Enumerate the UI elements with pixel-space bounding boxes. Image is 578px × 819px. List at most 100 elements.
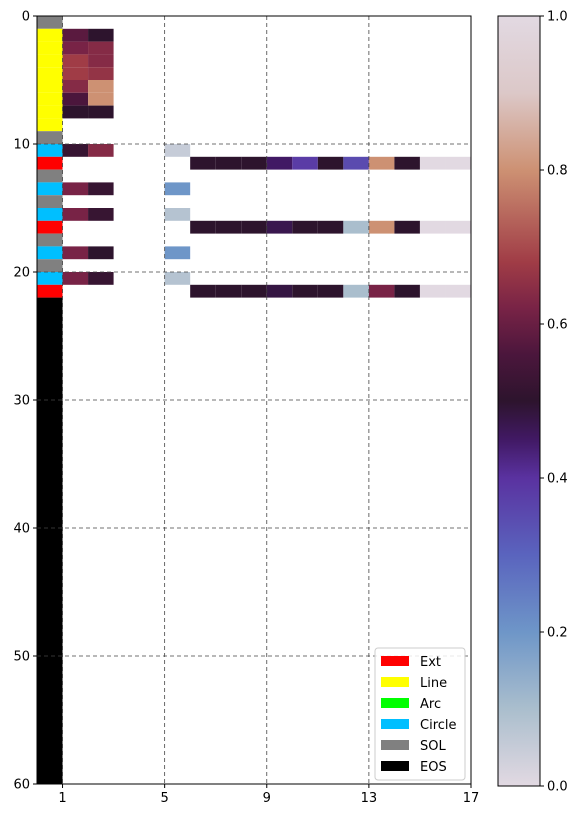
- heatmap-cell: [368, 284, 395, 298]
- row-type-cell: [37, 28, 63, 42]
- legend: Ext Line Arc Circle SOL EOS: [374, 647, 466, 781]
- heatmap-cell: [164, 246, 191, 260]
- heatmap-cell: [164, 144, 191, 157]
- legend-label: SOL: [420, 739, 446, 754]
- x-tick-label: 17: [463, 791, 480, 806]
- colorbar-tick-label: 0.0: [547, 780, 568, 795]
- heatmap-cell: [394, 220, 420, 234]
- row-type-cell: [37, 246, 63, 260]
- heatmap-cell: [62, 144, 89, 157]
- legend-swatch: [381, 719, 409, 729]
- heatmap-cell: [164, 208, 191, 221]
- heatmap-cell: [88, 28, 114, 42]
- legend-swatch: [381, 677, 409, 687]
- heatmap-cell: [62, 54, 89, 68]
- heatmap-cell: [88, 54, 114, 68]
- legend-label: Ext: [420, 655, 441, 670]
- colorbar-tick-label: 1.0: [547, 10, 568, 25]
- heatmap-cell: [88, 41, 114, 55]
- heatmap-cell: [343, 284, 369, 298]
- y-tick-label: 60: [13, 778, 30, 793]
- y-tick-label: 50: [13, 650, 30, 665]
- y-tick-label: 30: [13, 394, 30, 409]
- y-axis: 0 10 20 30 40 50 60: [13, 10, 37, 793]
- row-type-cell: [37, 272, 63, 285]
- heatmap-cell: [445, 284, 471, 298]
- heatmap-cell: [445, 220, 471, 234]
- colorbar-tick-label: 0.6: [547, 318, 568, 333]
- x-axis: 1 5 9 13 17: [58, 784, 479, 806]
- row-type-cell: [37, 118, 63, 132]
- heatmap-cell: [62, 28, 89, 42]
- heatmap-cell: [164, 182, 191, 196]
- y-tick-label: 20: [13, 266, 30, 281]
- heatmap-cell: [317, 220, 344, 234]
- colorbar-tick-label: 0.4: [547, 472, 568, 487]
- y-tick-label: 0: [22, 10, 30, 25]
- row-type-cell: [37, 16, 63, 29]
- heatmap-cell: [445, 156, 471, 170]
- heatmap-cell: [62, 182, 89, 196]
- legend-swatch: [381, 740, 409, 750]
- heatmap-cell: [317, 156, 344, 170]
- legend-swatch: [381, 656, 409, 666]
- legend-label: Arc: [420, 697, 441, 712]
- heatmap-cell: [62, 80, 89, 93]
- y-tick-label: 10: [13, 138, 30, 153]
- heatmap-cell: [343, 220, 369, 234]
- heatmap-cell: [88, 67, 114, 80]
- heatmap-cell: [215, 156, 242, 170]
- colorbar-tick-label: 0.8: [547, 164, 568, 179]
- heatmap-cell: [215, 284, 242, 298]
- heatmap-cell: [190, 284, 216, 298]
- row-type-cell: [37, 233, 63, 247]
- legend-label: EOS: [420, 760, 447, 775]
- heatmap-cell: [368, 220, 395, 234]
- heatmap-cell: [62, 41, 89, 55]
- row-type-cell: [37, 195, 63, 208]
- heatmap-cell: [88, 272, 114, 285]
- heatmap-cell: [419, 156, 446, 170]
- heatmap-cell: [62, 105, 89, 119]
- row-type-cell: [37, 67, 63, 80]
- heatmap-cell: [190, 220, 216, 234]
- heatmap-cell: [419, 284, 446, 298]
- heatmap-cell: [241, 156, 267, 170]
- heatmap-cell: [292, 284, 318, 298]
- heatmap-cell: [88, 105, 114, 119]
- row-type-cell: [37, 80, 63, 93]
- legend-label: Line: [420, 676, 447, 691]
- heatmap-cell: [88, 92, 114, 106]
- heatmap-cell: [88, 144, 114, 157]
- heatmap-cell: [292, 220, 318, 234]
- row-type-cell: [37, 169, 63, 183]
- heatmap-cell: [241, 220, 267, 234]
- legend-swatch: [381, 761, 409, 771]
- row-type-cell: [37, 220, 63, 234]
- row-type-cell: [37, 297, 63, 784]
- row-type-cell: [37, 54, 63, 68]
- heatmap-cell: [292, 156, 318, 170]
- heatmap-cell: [394, 284, 420, 298]
- heatmap-cell: [62, 208, 89, 221]
- heatmap-cell: [62, 92, 89, 106]
- heatmap-cell: [317, 284, 344, 298]
- heatmap-cell: [88, 246, 114, 260]
- row-type-cell: [37, 156, 63, 170]
- y-tick-label: 40: [13, 522, 30, 537]
- row-type-cell: [37, 92, 63, 106]
- row-type-cell: [37, 105, 63, 119]
- row-type-cell: [37, 41, 63, 55]
- x-tick-label: 1: [58, 791, 66, 806]
- heatmap-cell: [343, 156, 369, 170]
- heatmap-cell: [266, 156, 293, 170]
- heatmap-cell: [62, 246, 89, 260]
- row-type-cell: [37, 259, 63, 272]
- legend-swatch: [381, 698, 409, 708]
- legend-label: Circle: [420, 718, 457, 733]
- heatmap-cell: [266, 284, 293, 298]
- heatmap-cell: [190, 156, 216, 170]
- colorbar: 0.0 0.2 0.4 0.6 0.8 1.0: [497, 10, 568, 795]
- heatmap-cell: [164, 272, 191, 285]
